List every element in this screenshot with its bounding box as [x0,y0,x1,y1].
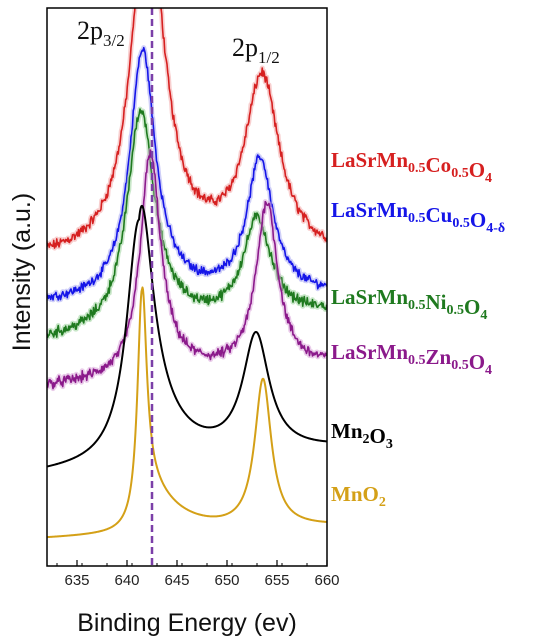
series-1-line [47,8,327,249]
peak-annotations: 2p3/2 2p1/2 [77,16,280,67]
series-label-4: LaSrMn0.5Zn0.5O4 [331,340,492,378]
y-axis-title: Intensity (a.u.) [8,193,36,351]
x-tick-label: 660 [314,572,339,589]
series-4 [47,147,327,392]
series-6 [47,286,327,539]
x-axis-title: Binding Energy (ev) [77,609,297,637]
series-6-line [47,286,327,539]
series-2 [47,45,327,303]
series-label-6: MnO2 [331,482,386,510]
x-tick-label: 645 [164,572,189,589]
x-tick-label: 650 [214,572,239,589]
series-4-line [47,149,327,390]
series-label-2: LaSrMn0.5Cu0.5O4-δ [331,198,505,236]
series-2-line [47,46,327,301]
series-label-5: Mn2O3 [331,419,393,452]
peak-label-1: 2p3/2 [77,16,125,50]
series-label-1: LaSrMn0.5Co0.5O4 [331,148,492,186]
series-labels: LaSrMn0.5Co0.5O4 LaSrMn0.5Cu0.5O4-δ LaSrMn… [331,148,505,510]
series-5-line [47,204,327,468]
series-5 [47,204,327,468]
series-layer [47,8,327,539]
x-tick-label: 635 [64,572,89,589]
x-tick-label: 655 [264,572,289,589]
peak-label-2: 2p1/2 [232,33,280,67]
x-axis-ticks: 635 640 645 650 655 660 [56,560,340,589]
series-label-3: LaSrMn0.5Ni0.5O4 [331,285,487,323]
series-1 [47,8,327,251]
series-4-glow [47,147,327,392]
x-tick-label: 640 [114,572,139,589]
plot-frame [46,7,328,567]
